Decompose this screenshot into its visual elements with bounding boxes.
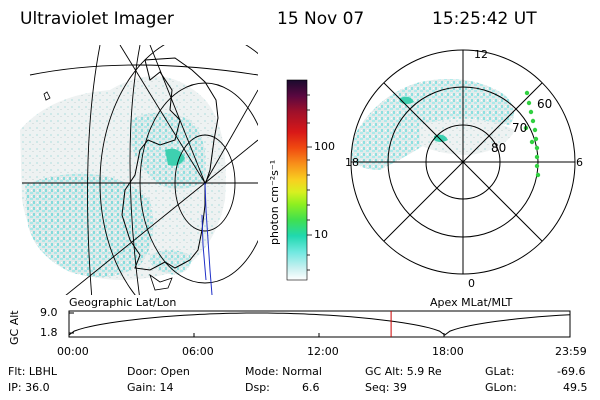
dsp-label: Dsp: — [245, 381, 270, 394]
altitude-ytick-9: 9.0 — [40, 306, 58, 319]
altitude-xtick-0000: 00:00 — [57, 345, 89, 358]
altitude-xtick-1200: 12:00 — [307, 345, 339, 358]
mode-status: Mode: Normal — [245, 365, 322, 378]
polar-grid — [350, 49, 576, 275]
gc-alt-status: GC Alt: 5.9 Re — [365, 365, 442, 378]
altitude-xtick-2359: 23:59 — [555, 345, 587, 358]
polar-track-points — [523, 90, 541, 178]
glon-value: 49.5 — [563, 381, 588, 394]
colorbar-tick-100: 100 — [314, 140, 335, 153]
date-label: 15 Nov 07 — [277, 9, 365, 29]
altitude-curve — [68, 312, 571, 336]
seq-status: Seq: 39 — [365, 381, 407, 394]
altitude-ytick-1.8: 1.8 — [40, 326, 58, 339]
lat-label-80: 80 — [491, 141, 507, 155]
altitude-plot-ticks — [69, 312, 445, 337]
mlt-label-12: 12 — [474, 48, 488, 61]
colorbar-ticks — [307, 94, 312, 271]
altitude-xtick-0600: 06:00 — [182, 345, 214, 358]
ip-status: IP: 36.0 — [8, 381, 50, 394]
lat-label-70: 70 — [512, 121, 528, 135]
glat-label: GLat: — [485, 365, 515, 378]
geo-panel-label: Geographic Lat/Lon — [69, 296, 177, 309]
mlt-label-6: 6 — [576, 156, 583, 169]
colorbar-tick-10: 10 — [314, 228, 328, 241]
glat-value: -69.6 — [557, 365, 586, 378]
app-title: Ultraviolet Imager — [20, 9, 174, 29]
dsp-value: 6.6 — [302, 381, 320, 394]
altitude-xtick-1800: 18:00 — [432, 345, 464, 358]
time-label: 15:25:42 UT — [432, 9, 537, 29]
mlt-label-0: 0 — [468, 277, 475, 290]
mlt-label-18: 18 — [345, 156, 359, 169]
filter-status: Flt: LBHL — [8, 365, 57, 378]
altitude-ylabel: GC Alt — [8, 310, 21, 345]
geo-image — [20, 45, 258, 295]
apex-panel-label: Apex MLat/MLT — [430, 296, 513, 309]
polar-image — [352, 78, 515, 170]
colorbar-unit-label: photon cm⁻²s⁻¹ — [268, 159, 281, 245]
door-status: Door: Open — [127, 365, 190, 378]
colorbar — [286, 79, 308, 281]
glon-label: GLon: — [485, 381, 517, 394]
lat-label-60: 60 — [537, 97, 553, 111]
gain-status: Gain: 14 — [127, 381, 174, 394]
